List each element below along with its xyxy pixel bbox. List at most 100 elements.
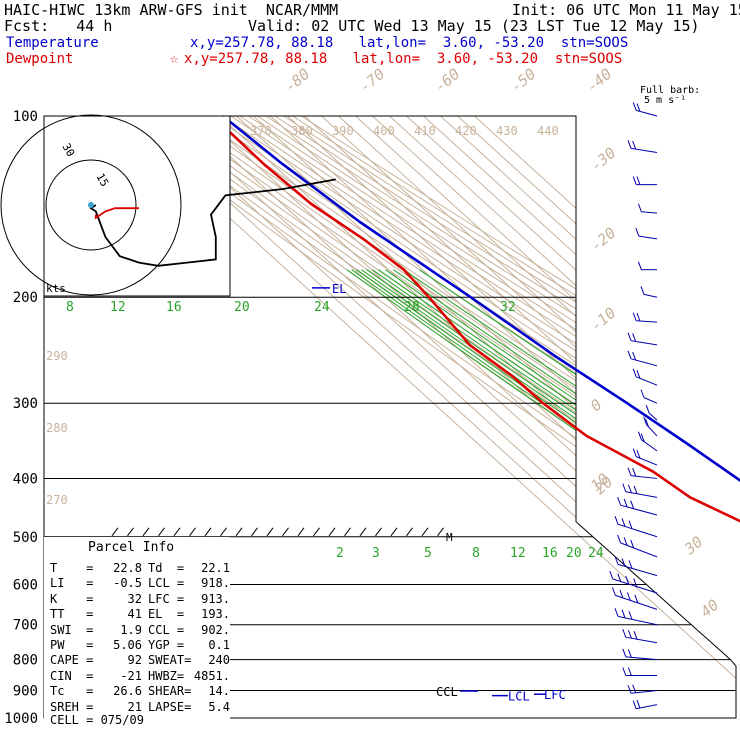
dry-adiabat: [195, 116, 736, 718]
hatch-mark: [158, 527, 165, 537]
wind-barb: [622, 483, 658, 498]
isotherm-label: -10: [587, 304, 619, 335]
wind-barb: [609, 570, 658, 594]
parcel-row: PW = 5.06 YGP = 0.1: [50, 638, 234, 653]
parcel-row: CIN = -21 HWBZ= 4851.: [50, 669, 234, 684]
hatch-mark: [251, 527, 258, 537]
parcel-label: T =: [50, 561, 94, 575]
parcel-value: -21: [120, 668, 142, 683]
parcel-label: TT =: [50, 607, 94, 622]
parcel-row: LI = -0.5 LCL = 918.: [50, 576, 234, 591]
marker-label: EL: [332, 282, 346, 296]
wind-barb-flag: [627, 140, 632, 149]
isotherm-line: [457, 116, 736, 718]
wind-barb-staff: [620, 542, 658, 558]
wind-barb: [627, 350, 658, 367]
parcel-value: 14.: [208, 684, 230, 699]
pressure-label: 1000: [4, 711, 38, 727]
parcel-row: TT = 41 EL = 193.: [50, 607, 234, 622]
pressure-label: 900: [13, 683, 38, 699]
wind-barb-flag: [633, 485, 638, 494]
wind-barb: [614, 608, 658, 626]
parcel-value: -0.5: [113, 576, 142, 591]
wind-barb-flag: [632, 140, 637, 150]
parcel-label: LCL =: [148, 576, 185, 591]
wind-barb-flag: [632, 351, 637, 361]
wind-barb-flag: [627, 467, 632, 476]
valid-time: Valid: 02 UTC Wed 13 May 15 (23 LST Tue …: [248, 17, 700, 35]
wind-barb: [614, 556, 658, 577]
parcel-label: LI =: [50, 576, 94, 591]
hatch-mark: [266, 527, 274, 537]
parcel-label: CCL =: [148, 622, 185, 637]
wind-barb: [632, 102, 658, 117]
wind-barb: [617, 534, 658, 558]
wind-barb-flag: [632, 467, 637, 477]
pressure-label: 200: [13, 290, 38, 306]
theta-label: 410: [414, 124, 436, 138]
wind-barb-flag: [632, 448, 637, 457]
parcel-value: 21: [127, 699, 142, 714]
hatch-mark: [220, 527, 227, 537]
temperature-legend-label: Temperature: [6, 35, 99, 51]
wind-barb-staff: [641, 211, 658, 214]
wind-barb-flag: [614, 516, 619, 525]
theta-label: 430: [496, 124, 518, 138]
wind-barb-flag: [621, 609, 626, 619]
mixing-ratio-label: 3: [372, 546, 380, 561]
pressure-label: 100: [13, 109, 38, 125]
wind-barb: [611, 587, 658, 610]
isotherm-label: -20: [587, 224, 619, 255]
wind-barb-flag: [622, 667, 627, 676]
wind-barb-flag: [636, 176, 641, 185]
isotherm-label: -30: [587, 144, 619, 175]
wind-barb-flag: [632, 684, 637, 693]
pressure-label: 700: [13, 618, 38, 634]
theta-label: 380: [291, 124, 313, 138]
parcel-label: Tc =: [50, 684, 94, 699]
wind-barb-staff: [638, 235, 658, 240]
wind-barb-flag: [633, 578, 638, 587]
wind-barb-flag: [645, 404, 650, 414]
parcel-value: 4851.: [193, 668, 230, 683]
mixing-ratio-label: 28: [404, 300, 420, 315]
wind-barb-staff: [630, 147, 658, 154]
isotherm-label: -40: [583, 65, 615, 96]
mixing-ratio-label: 24: [588, 546, 604, 561]
hatch-mark: [235, 527, 243, 537]
dry-adiabat: [274, 116, 736, 718]
isotherm-label: 0: [587, 395, 605, 415]
isotherm-line: [423, 116, 736, 718]
parcel-cell: CELL = 075/09: [50, 713, 144, 727]
wind-barb-flag: [640, 286, 645, 295]
hatch-mark: [437, 527, 444, 537]
wind-barb-flag: [627, 667, 632, 676]
wind-barb: [640, 286, 658, 298]
hatch-mark: [204, 527, 212, 537]
theta-side-label: 270: [46, 493, 68, 507]
mixing-ratio-label: 16: [166, 300, 182, 315]
wind-barb-flag: [636, 370, 641, 379]
pressure-label: 300: [13, 396, 38, 412]
pressure-label: 500: [13, 530, 38, 546]
parcel-label: K =: [50, 591, 94, 606]
hatch-mark: [297, 527, 305, 537]
dry-adiabat: [221, 116, 736, 718]
wind-barb-flag: [619, 589, 624, 599]
wind-barb-flag: [634, 594, 639, 604]
dry-adiabat: [177, 116, 736, 718]
hodograph-frame: [43, 115, 231, 297]
hatch-mark: [359, 527, 367, 537]
wind-barb: [637, 261, 657, 271]
wind-barb-flag: [636, 312, 641, 322]
dewpoint-legend-info: x,y=257.78, 88.18 lat,lon= 3.60, -53.20 …: [184, 51, 623, 67]
hatch-mark: [127, 527, 134, 537]
isotherm-line: [185, 116, 736, 718]
wind-barb-staff: [630, 340, 658, 346]
parcel-value: 22.8: [113, 561, 142, 575]
wind-barb-flag: [627, 484, 632, 493]
parcel-value: 26.6: [113, 684, 142, 699]
moist-adiabat: [346, 269, 736, 718]
wind-barb-flag: [617, 497, 622, 506]
